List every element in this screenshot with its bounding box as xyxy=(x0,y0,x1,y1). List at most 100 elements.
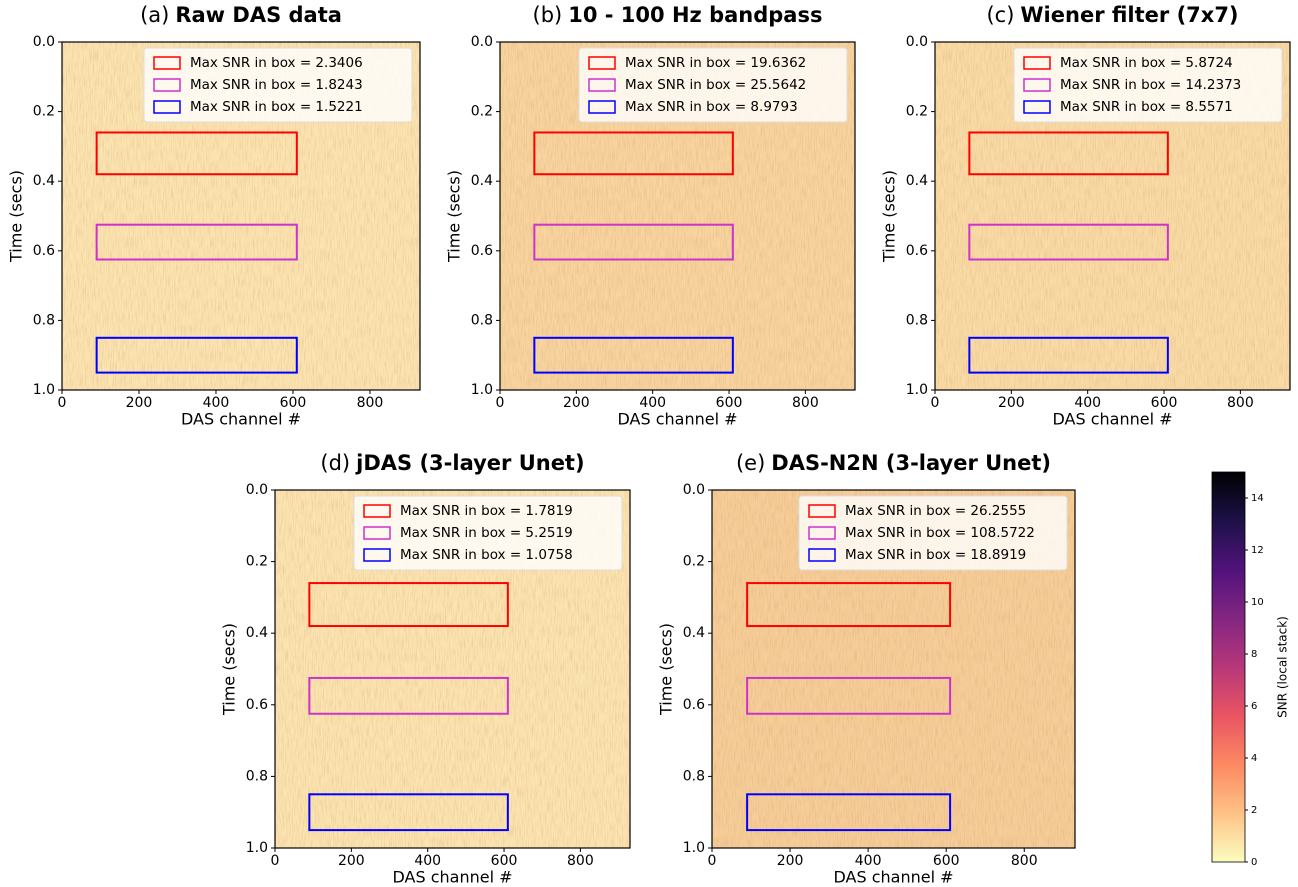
legend-box xyxy=(353,495,623,571)
legend-swatch xyxy=(363,504,391,518)
legend-swatch xyxy=(808,526,836,540)
axes-frame xyxy=(274,489,631,849)
legend-swatch xyxy=(808,548,836,562)
title-text: Raw DAS data xyxy=(175,3,342,27)
axes-frame xyxy=(61,41,421,391)
y-tick-label: 0.6 xyxy=(906,243,928,259)
y-axis-label: Time (secs) xyxy=(220,623,239,716)
snr-box xyxy=(95,131,298,176)
x-tick-label: 800 xyxy=(1227,395,1254,411)
axes-frame xyxy=(934,41,1291,391)
x-tick-label: 800 xyxy=(567,853,594,869)
y-tick-label: 1.0 xyxy=(471,382,493,398)
legend-label: Max SNR in box = 18.8919 xyxy=(845,547,1026,563)
snr-box xyxy=(746,793,952,832)
snr-box xyxy=(308,793,509,832)
title-text: Wiener filter (7x7) xyxy=(1020,3,1238,27)
x-tick-label: 0 xyxy=(708,853,717,869)
x-tick-label: 0 xyxy=(931,395,940,411)
legend-box xyxy=(143,47,413,123)
legend-swatch xyxy=(363,526,391,540)
snr-box xyxy=(308,582,509,628)
x-tick-label: 400 xyxy=(1074,395,1101,411)
colorbar-tick-label: 0 xyxy=(1251,857,1257,868)
x-tick-label: 200 xyxy=(998,395,1025,411)
legend-label: Max SNR in box = 26.2555 xyxy=(845,503,1026,519)
legend-swatch xyxy=(588,78,616,92)
legend-label: Max SNR in box = 19.6362 xyxy=(625,55,806,71)
chart-title: (d) jDAS (3-layer Unet) xyxy=(320,451,584,475)
colorbar-tick-label: 2 xyxy=(1251,805,1257,816)
y-tick-label: 0.0 xyxy=(33,34,55,50)
legend-label: Max SNR in box = 1.8243 xyxy=(190,77,363,93)
snr-box xyxy=(968,336,1169,374)
legend-swatch xyxy=(1023,100,1051,114)
y-tick-label: 1.0 xyxy=(246,840,268,856)
y-tick-label: 0.6 xyxy=(683,697,705,713)
y-tick-label: 0.6 xyxy=(246,697,268,713)
snr-box xyxy=(533,131,734,176)
y-tick-label: 0.4 xyxy=(246,625,268,641)
title-text: DAS-N2N (3-layer Unet) xyxy=(771,451,1051,475)
legend-label: Max SNR in box = 108.5722 xyxy=(845,525,1035,541)
y-tick-label: 0.4 xyxy=(471,173,493,189)
y-tick-label: 0.2 xyxy=(33,104,55,120)
chart-title: (c) Wiener filter (7x7) xyxy=(986,3,1238,27)
y-tick-label: 0.2 xyxy=(471,104,493,120)
legend-box xyxy=(798,495,1068,571)
chart-title: (b) 10 - 100 Hz bandpass xyxy=(533,3,823,27)
y-tick-label: 0.4 xyxy=(906,173,928,189)
y-tick-label: 0.2 xyxy=(906,104,928,120)
x-tick-label: 400 xyxy=(855,853,882,869)
y-axis-label: Time (secs) xyxy=(880,170,899,263)
legend-label: Max SNR in box = 1.0758 xyxy=(400,547,573,563)
legend-box xyxy=(1013,47,1283,123)
title-text: 10 - 100 Hz bandpass xyxy=(568,3,822,27)
panel-label: (e) xyxy=(736,451,765,475)
x-tick-label: 600 xyxy=(933,853,960,869)
y-tick-label: 0.2 xyxy=(683,554,705,570)
snr-box xyxy=(968,223,1169,261)
y-tick-label: 1.0 xyxy=(33,382,55,398)
colorbar-scale xyxy=(1211,471,1246,863)
x-tick-label: 600 xyxy=(280,395,307,411)
legend-swatch xyxy=(808,504,836,518)
snr-box xyxy=(533,223,734,261)
x-tick-label: 800 xyxy=(792,395,819,411)
x-tick-label: 600 xyxy=(1151,395,1178,411)
snr-box xyxy=(95,336,298,374)
legend-swatch xyxy=(588,56,616,70)
colorbar-tick-label: 14 xyxy=(1251,493,1264,504)
x-tick-label: 600 xyxy=(491,853,518,869)
axes-frame xyxy=(499,41,856,391)
legend-swatch xyxy=(1023,78,1051,92)
legend-swatch xyxy=(153,56,181,70)
x-axis-label: DAS channel # xyxy=(833,868,953,887)
panel-label: (d) xyxy=(320,451,350,475)
panel-label: (c) xyxy=(986,3,1014,27)
colorbar-tick-label: 8 xyxy=(1251,649,1257,660)
title-text: jDAS (3-layer Unet) xyxy=(355,451,584,475)
x-axis-label: DAS channel # xyxy=(617,410,737,429)
y-tick-label: 0.6 xyxy=(471,243,493,259)
y-tick-label: 0.8 xyxy=(906,312,928,328)
y-tick-label: 0.0 xyxy=(906,34,928,50)
x-tick-label: 400 xyxy=(414,853,441,869)
legend-label: Max SNR in box = 8.9793 xyxy=(625,99,798,115)
x-tick-label: 400 xyxy=(203,395,230,411)
legend-box xyxy=(578,47,848,123)
legend-label: Max SNR in box = 14.2373 xyxy=(1060,77,1241,93)
legend-label: Max SNR in box = 5.2519 xyxy=(400,525,573,541)
legend-swatch xyxy=(588,100,616,114)
panel-label: (b) xyxy=(533,3,563,27)
legend-label: Max SNR in box = 25.5642 xyxy=(625,77,806,93)
legend-swatch xyxy=(1023,56,1051,70)
y-tick-label: 0.4 xyxy=(683,625,705,641)
colorbar-tick-label: 6 xyxy=(1251,701,1257,712)
y-tick-label: 0.0 xyxy=(683,482,705,498)
colorbar-tick-label: 10 xyxy=(1251,597,1264,608)
snr-box xyxy=(308,676,509,715)
y-tick-label: 0.8 xyxy=(246,768,268,784)
snr-box xyxy=(95,223,298,261)
